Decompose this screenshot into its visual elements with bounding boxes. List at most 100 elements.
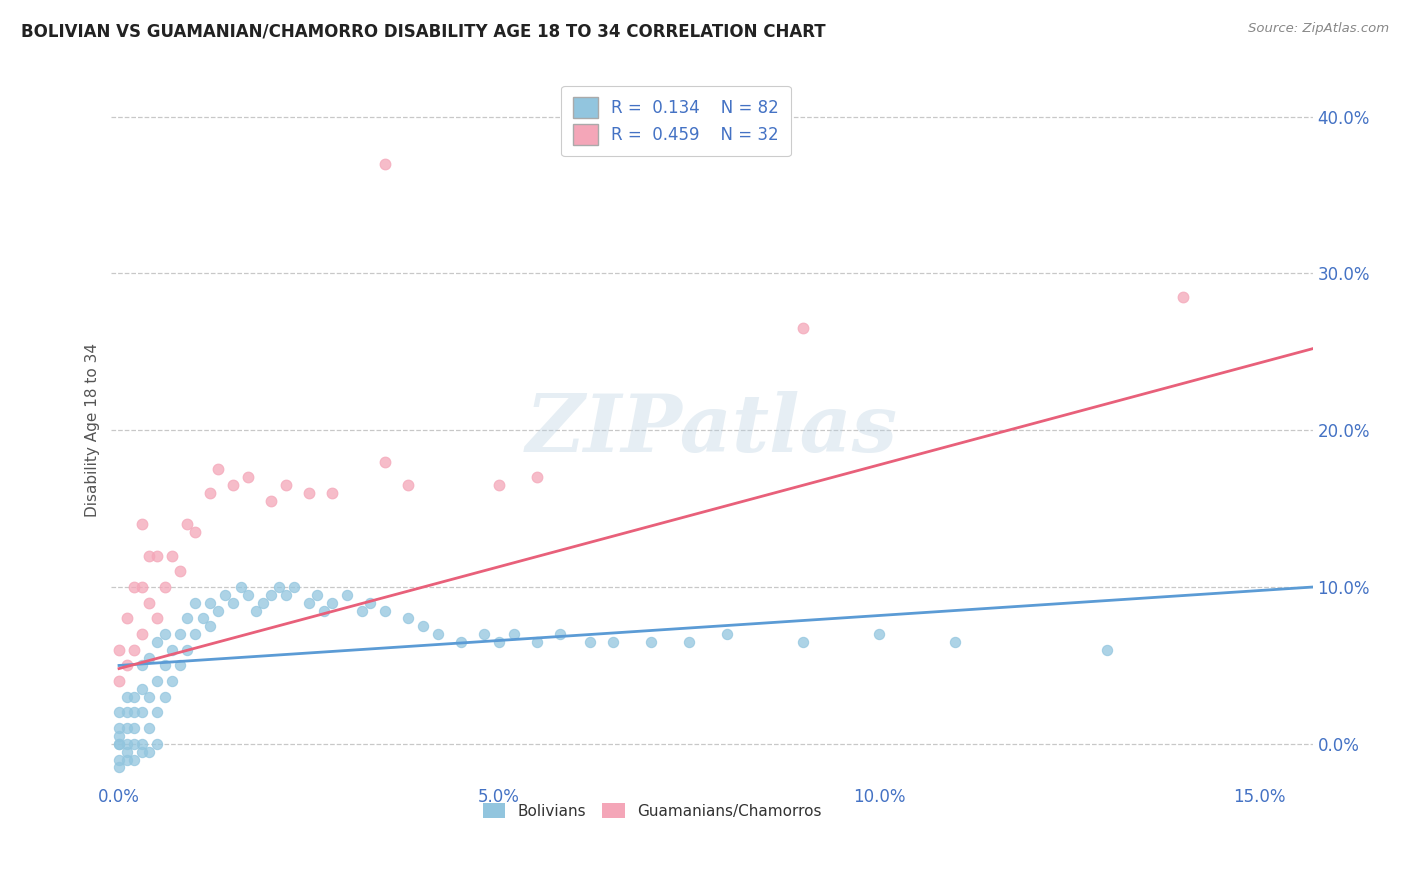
Point (146, 549, 169, 563)
Point (122, 706, 145, 720)
Point (176, 517, 198, 532)
Point (207, 462, 229, 476)
Point (108, 706, 131, 720)
Point (276, 478, 298, 492)
Point (321, 596, 343, 610)
Point (200, 486, 222, 500)
Point (169, 627, 191, 641)
Point (108, 752, 131, 766)
Point (314, 603, 336, 617)
Point (176, 642, 198, 657)
Point (359, 596, 381, 610)
Point (146, 706, 169, 720)
Point (131, 580, 153, 594)
Point (336, 588, 359, 602)
Point (222, 596, 245, 610)
Point (374, 156, 396, 170)
Point (108, 760, 131, 774)
Point (131, 681, 153, 696)
Point (108, 642, 131, 657)
Point (122, 752, 145, 766)
Point (396, 478, 419, 492)
Point (1097, 642, 1119, 657)
Point (716, 627, 738, 641)
Point (943, 635, 966, 649)
Point (169, 658, 191, 673)
Point (321, 486, 343, 500)
Point (214, 588, 236, 602)
Text: ZIPatlas: ZIPatlas (526, 392, 898, 469)
Point (153, 690, 176, 704)
Point (374, 603, 396, 617)
Point (131, 658, 153, 673)
Text: Source: ZipAtlas.com: Source: ZipAtlas.com (1249, 22, 1389, 36)
Point (108, 721, 131, 735)
Point (792, 321, 814, 335)
Point (115, 658, 138, 673)
Point (184, 596, 207, 610)
Point (450, 635, 472, 649)
Point (160, 674, 183, 689)
Point (184, 627, 207, 641)
Point (252, 596, 274, 610)
Point (131, 745, 153, 759)
Point (115, 737, 138, 751)
Point (138, 690, 160, 704)
Point (238, 588, 260, 602)
Point (374, 454, 396, 468)
Point (229, 580, 252, 594)
Point (122, 580, 145, 594)
Point (245, 603, 267, 617)
Point (412, 619, 434, 633)
Point (122, 690, 145, 704)
Point (176, 611, 198, 625)
Point (153, 627, 176, 641)
Point (276, 588, 298, 602)
Text: BOLIVIAN VS GUAMANIAN/CHAMORRO DISABILITY AGE 18 TO 34 CORRELATION CHART: BOLIVIAN VS GUAMANIAN/CHAMORRO DISABILIT… (21, 22, 825, 40)
Point (160, 642, 183, 657)
Point (352, 603, 374, 617)
Point (602, 635, 624, 649)
Y-axis label: Disability Age 18 to 34: Disability Age 18 to 34 (86, 343, 100, 517)
Point (488, 478, 510, 492)
Point (138, 596, 160, 610)
Point (108, 729, 131, 743)
Point (138, 549, 160, 563)
Point (526, 470, 548, 484)
Point (472, 627, 495, 641)
Point (122, 737, 145, 751)
Point (548, 627, 571, 641)
Point (260, 493, 283, 508)
Point (267, 580, 290, 594)
Point (108, 737, 131, 751)
Point (153, 658, 176, 673)
Point (427, 627, 450, 641)
Point (396, 611, 419, 625)
Point (146, 737, 169, 751)
Point (526, 635, 548, 649)
Point (305, 588, 328, 602)
Point (207, 603, 229, 617)
Point (488, 635, 510, 649)
Point (138, 650, 160, 665)
Point (146, 635, 169, 649)
Point (298, 486, 321, 500)
Point (115, 706, 138, 720)
Point (298, 596, 321, 610)
Point (678, 635, 700, 649)
Point (579, 635, 602, 649)
Point (1173, 290, 1195, 304)
Point (138, 745, 160, 759)
Point (260, 588, 283, 602)
Point (115, 745, 138, 759)
Point (792, 635, 814, 649)
Point (283, 580, 305, 594)
Point (131, 627, 153, 641)
Point (115, 721, 138, 735)
Point (160, 549, 183, 563)
Point (108, 737, 131, 751)
Point (122, 721, 145, 735)
Point (153, 580, 176, 594)
Point (115, 611, 138, 625)
Point (238, 470, 260, 484)
